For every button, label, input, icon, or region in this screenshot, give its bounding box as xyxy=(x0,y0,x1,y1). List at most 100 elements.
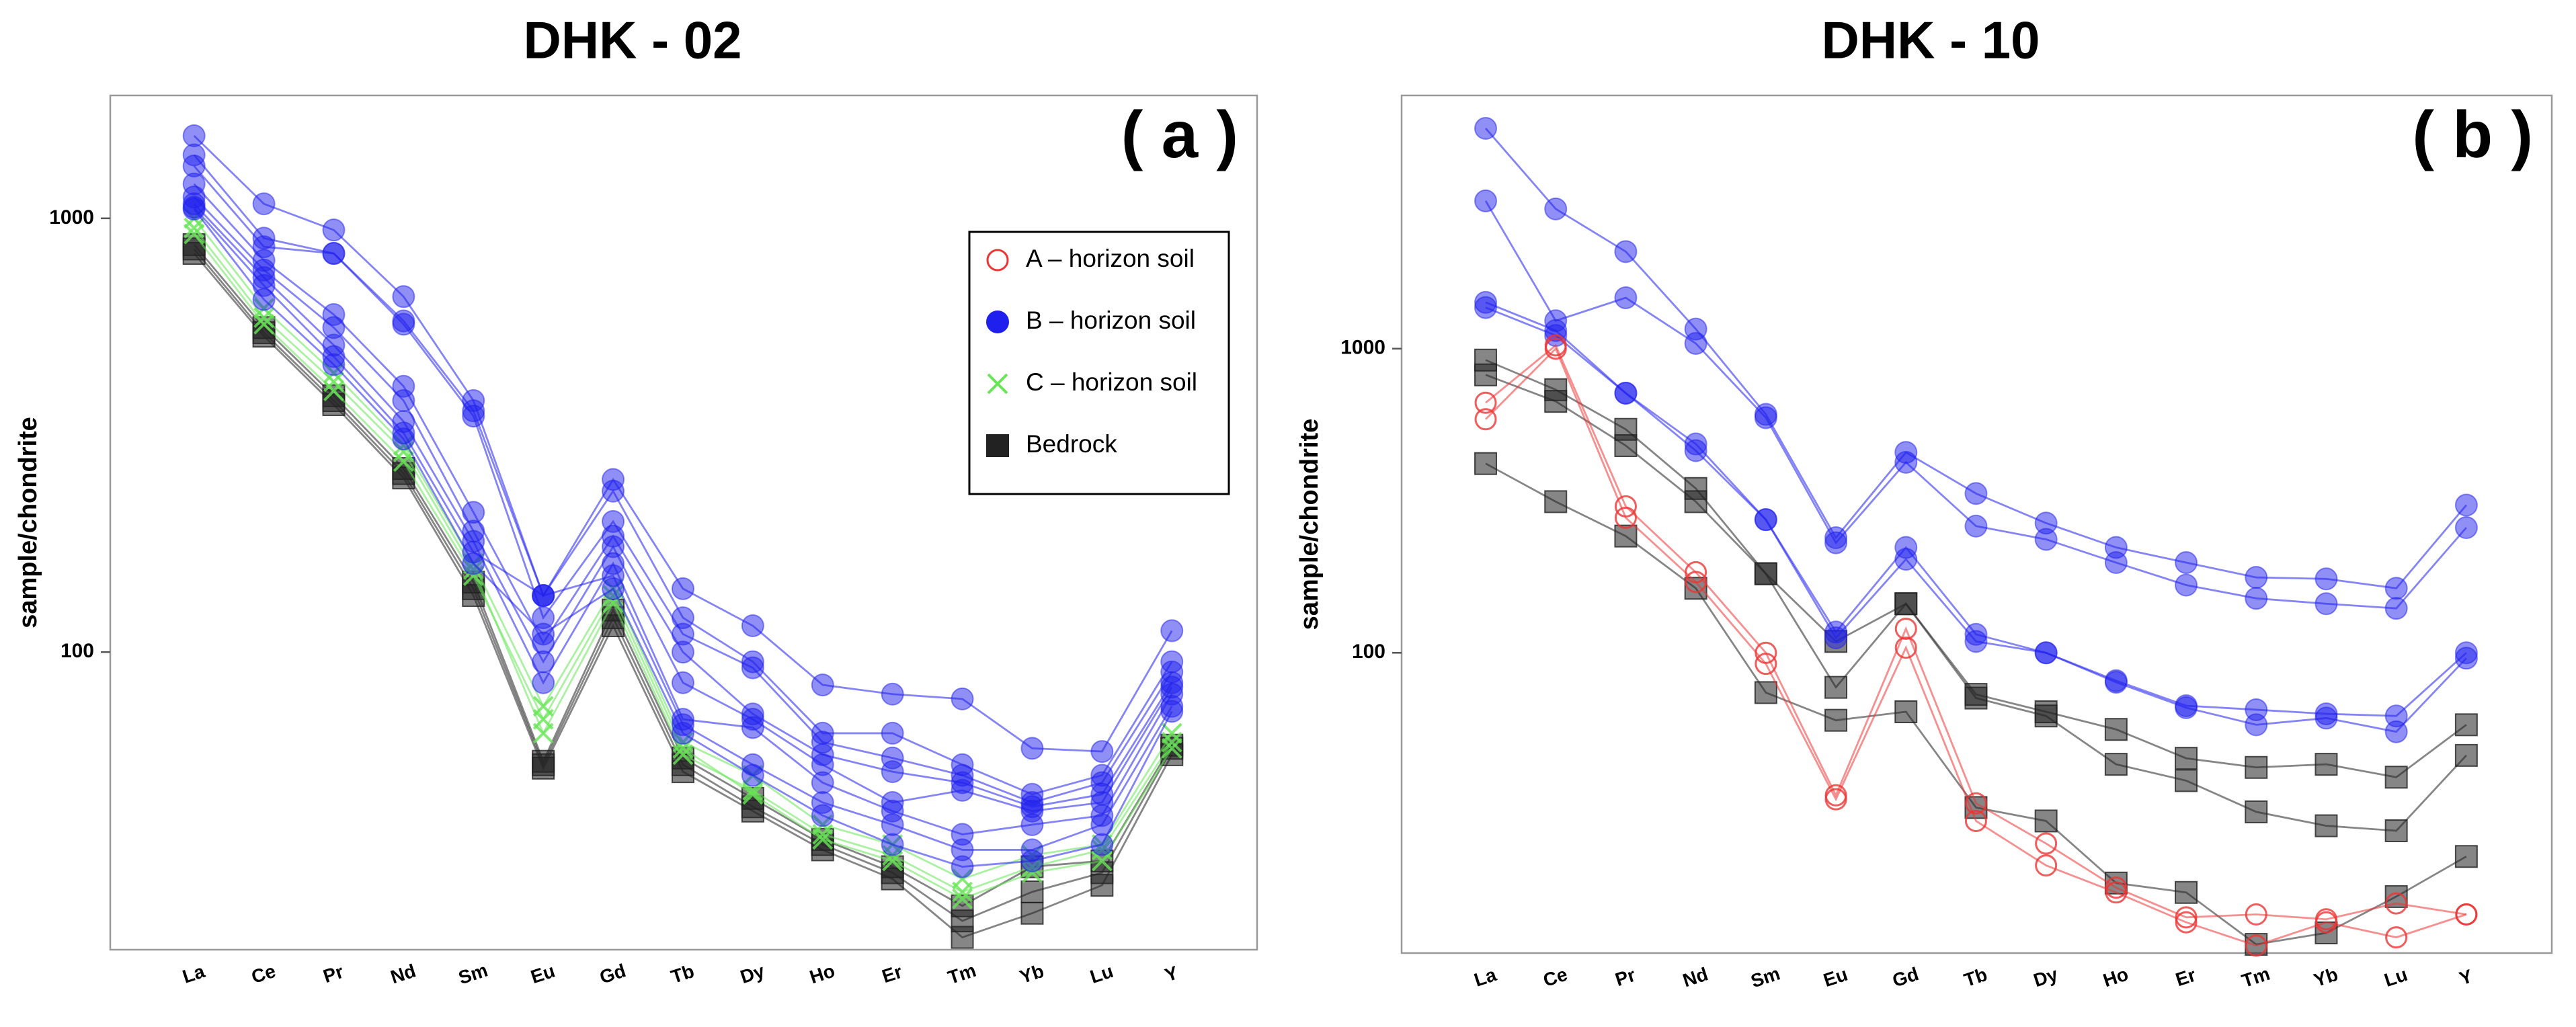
marker xyxy=(1964,686,1988,710)
marker xyxy=(462,405,485,428)
marker xyxy=(2175,573,2198,597)
marker xyxy=(323,371,344,393)
marker xyxy=(2315,814,2338,837)
x-tick-label: Lu xyxy=(2382,964,2410,991)
marker xyxy=(1894,450,1918,474)
legend-label: A – horizon soil xyxy=(1026,245,1195,272)
x-tick-label: Eu xyxy=(528,960,558,988)
marker xyxy=(1161,723,1182,744)
marker xyxy=(1160,619,1184,643)
x-tick-label: Pr xyxy=(321,961,346,987)
marker xyxy=(2175,880,2198,904)
marker xyxy=(1894,636,1917,659)
marker xyxy=(1160,700,1184,723)
marker xyxy=(532,671,555,694)
x-tick-label: Lu xyxy=(1088,960,1116,987)
marker xyxy=(1894,700,1918,723)
y-tick-label: 1000 xyxy=(49,206,94,229)
legend-entry: C – horizon soil xyxy=(987,368,1197,396)
x-tick-label: Gd xyxy=(597,960,629,988)
panel-label: ( a ) xyxy=(1121,97,1238,171)
sample xyxy=(1474,189,2478,620)
marker xyxy=(532,584,555,608)
marker xyxy=(2105,881,2128,904)
marker xyxy=(2384,577,2408,600)
marker xyxy=(2245,587,2268,610)
x-tick-label: Ce xyxy=(1541,964,1570,991)
marker xyxy=(811,771,834,794)
marker xyxy=(2104,753,2128,776)
marker xyxy=(2175,696,2198,719)
marker xyxy=(2315,567,2338,591)
marker xyxy=(2035,854,2058,877)
x-tick-label: Gd xyxy=(1890,963,1921,991)
marker xyxy=(812,829,834,850)
marker xyxy=(1684,490,1707,514)
x-tick-label: Tb xyxy=(668,960,696,987)
y-tick-label: 100 xyxy=(61,640,94,662)
x-tick-label: Er xyxy=(879,961,905,987)
marker xyxy=(986,434,1009,457)
marker xyxy=(1020,737,1044,760)
legend-box xyxy=(968,231,1230,495)
marker xyxy=(1964,514,1988,538)
x-tick-label: Yb xyxy=(1017,960,1047,988)
marker xyxy=(2384,766,2408,789)
marker xyxy=(1020,849,1044,872)
marker xyxy=(741,716,764,739)
marker xyxy=(2245,713,2268,737)
marker xyxy=(1614,524,1638,548)
marker xyxy=(1020,813,1044,837)
marker xyxy=(392,285,415,309)
marker xyxy=(951,687,974,710)
marker xyxy=(881,682,904,706)
marker xyxy=(671,577,694,600)
marker xyxy=(2384,597,2408,620)
x-tick-label: Dy xyxy=(737,960,767,988)
x-tick-label: Yb xyxy=(2311,964,2341,991)
marker xyxy=(2245,934,2267,957)
marker xyxy=(1090,874,1114,897)
marker xyxy=(986,249,1009,272)
marker xyxy=(1824,708,1848,732)
marker xyxy=(1091,850,1113,872)
x-tick-label: Ho xyxy=(2101,963,2131,991)
marker xyxy=(532,708,554,730)
legend-entry: A – horizon soil xyxy=(986,245,1195,272)
marker xyxy=(2384,819,2408,843)
marker xyxy=(1964,792,1987,815)
y-axis-label: sample/chondrite xyxy=(1295,419,1324,630)
marker xyxy=(2245,566,2268,589)
y-axis-label: sample/chondrite xyxy=(14,417,42,628)
marker xyxy=(1474,391,1497,414)
marker xyxy=(392,389,415,413)
marker xyxy=(1161,731,1182,753)
marker xyxy=(462,552,485,575)
marker xyxy=(1754,508,1777,532)
marker xyxy=(1824,675,1848,699)
marker xyxy=(1614,286,1638,310)
marker xyxy=(881,813,904,837)
marker xyxy=(2175,747,2198,770)
marker xyxy=(182,242,206,265)
marker xyxy=(951,778,974,802)
marker xyxy=(1754,406,1777,429)
x-tick-label: Nd xyxy=(1680,963,1710,991)
marker xyxy=(2175,769,2198,792)
marker xyxy=(1754,562,1777,585)
marker xyxy=(1161,737,1182,759)
marker xyxy=(2104,551,2128,575)
marker xyxy=(1755,653,1777,675)
marker xyxy=(2385,892,2408,915)
marker xyxy=(881,867,904,891)
marker xyxy=(1474,116,1498,140)
marker xyxy=(2315,706,2338,730)
panel-label: ( b ) xyxy=(2412,97,2533,171)
legend-entry: B – horizon soil xyxy=(986,306,1196,334)
marker xyxy=(322,218,346,242)
marker xyxy=(1544,197,1568,220)
marker xyxy=(602,577,625,600)
marker xyxy=(881,760,904,784)
legend-label: B – horizon soil xyxy=(1026,306,1196,334)
